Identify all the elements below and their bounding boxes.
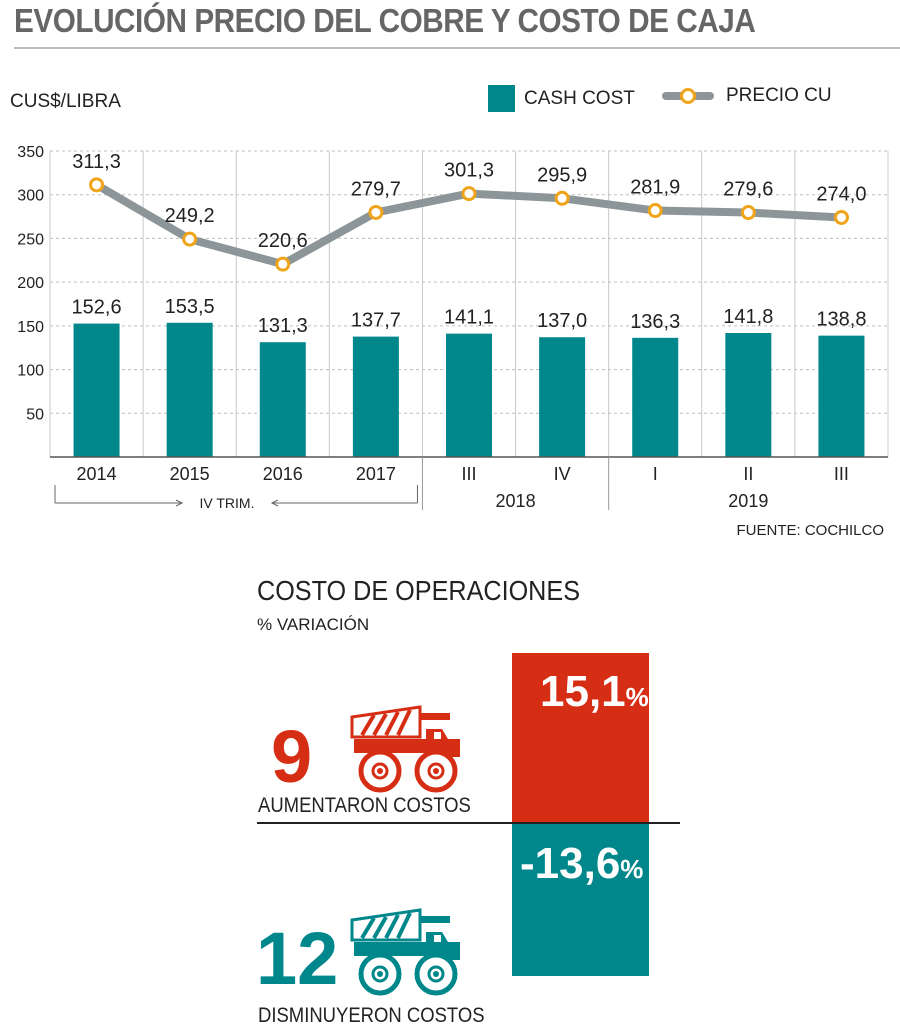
source-note: FUENTE: COCHILCO: [736, 522, 884, 539]
x-tick-label: III: [834, 464, 849, 484]
increase-value-number: 15,1: [540, 667, 626, 716]
chart-title: EVOLUCIÓN PRECIO DEL COBRE Y COSTO DE CA…: [14, 2, 756, 39]
precio-cu-data-label: 311,3: [72, 151, 121, 173]
increase-count: 9: [271, 715, 313, 798]
y-tick-label: 150: [17, 319, 44, 336]
cash-cost-data-label: 131,3: [258, 315, 308, 337]
precio-cu-point: [833, 209, 849, 225]
cash-cost-bar: [352, 336, 399, 457]
cash-cost-data-label: 137,7: [351, 310, 401, 332]
x-tick-label: 2016: [263, 464, 303, 484]
decrease-count: 12: [256, 917, 339, 1000]
x-tick-label: III: [461, 464, 476, 484]
decrease-value-pct: %: [620, 854, 644, 884]
group-label: 2019: [728, 491, 768, 511]
cash-cost-data-label: 152,6: [72, 297, 122, 319]
cash-cost-data-label: 153,5: [165, 296, 215, 318]
legend-cash-cost-label: CASH COST: [524, 87, 635, 109]
y-tick-label: 250: [17, 231, 44, 248]
legend-precio-cu-swatch: [662, 88, 714, 104]
increase-bar: 15,1%: [512, 653, 649, 823]
x-tick-label: 2015: [170, 464, 210, 484]
cash-cost-data-label: 138,8: [816, 309, 866, 331]
decrease-caption: DISMINUYERON COSTOS: [258, 1004, 485, 1027]
y-tick-label: 50: [26, 406, 44, 423]
copper-price-cash-cost-chart: 50 100 150 200 250 300 350 152,6 153,5 131,3 137,7…: [17, 144, 889, 511]
y-tick-label: 200: [17, 275, 44, 292]
increase-caption: AUMENTARON COSTOS: [258, 794, 471, 817]
operations-zero-line: [257, 822, 680, 824]
legend-cash-cost-swatch: [488, 85, 515, 112]
x-tick-label: II: [743, 464, 753, 484]
precio-cu-point: [368, 204, 384, 220]
x-tick-label: 2014: [77, 464, 117, 484]
precio-cu-point: [740, 205, 756, 221]
legend-precio-cu-marker: [680, 88, 696, 104]
precio-cu-point: [275, 256, 291, 272]
operations-subtitle: % VARIACIÓN: [257, 615, 370, 634]
precio-cu-data-label: 295,9: [537, 164, 587, 186]
increase-value-pct: %: [625, 682, 649, 712]
x-tick-label: I: [653, 464, 658, 484]
cash-cost-bar: [725, 333, 772, 457]
cash-cost-bar: [166, 322, 213, 457]
precio-cu-data-label: 274,0: [816, 183, 866, 205]
group-bracket-arrow: [270, 499, 279, 507]
legend-cash-cost: CASH COST: [488, 85, 635, 112]
precio-cu-data-label: 249,2: [165, 205, 215, 227]
precio-cu-data-label: 281,9: [630, 177, 680, 199]
precio-cu-point: [89, 177, 105, 193]
decrease-value-number: -13,6: [520, 839, 621, 888]
cash-cost-data-label: 137,0: [537, 310, 587, 332]
group-label: 2018: [496, 491, 536, 511]
cash-cost-data-label: 141,8: [723, 306, 773, 328]
precio-cu-point: [461, 186, 477, 202]
cash-cost-bar: [73, 323, 120, 457]
legend-precio-cu-label: PRECIO CU: [726, 85, 832, 106]
mining-truck-icon: [350, 705, 460, 793]
precio-cu-point: [182, 231, 198, 247]
precio-cu-point: [554, 190, 570, 206]
y-tick-label: 100: [17, 363, 44, 380]
y-axis-unit-label: CUS$/LIBRA: [10, 91, 121, 112]
title-divider: [14, 47, 900, 49]
group-bracket-arrow: [175, 499, 184, 507]
group-label: IV TRIM.: [200, 495, 255, 511]
y-tick-label: 350: [17, 144, 44, 161]
precio-cu-data-label: 301,3: [444, 160, 494, 182]
cash-cost-bar: [446, 333, 492, 457]
y-tick-label: 300: [17, 188, 44, 205]
cash-cost-bar: [539, 337, 586, 457]
operations-title: COSTO DE OPERACIONES: [257, 575, 581, 606]
cash-cost-bar: [818, 335, 865, 457]
decrease-bar: -13,6%: [512, 823, 649, 976]
cash-cost-bar: [632, 337, 679, 457]
precio-cu-data-label: 279,7: [351, 178, 401, 200]
precio-cu-data-label: 220,6: [258, 230, 308, 252]
x-tick-label: 2017: [356, 464, 396, 484]
increase-value: 15,1%: [540, 667, 649, 717]
mining-truck-icon: [350, 908, 460, 996]
precio-cu-data-label: 279,6: [723, 179, 773, 201]
precio-cu-point: [647, 203, 663, 219]
cash-cost-data-label: 136,3: [630, 311, 680, 333]
cash-cost-data-label: 141,1: [444, 307, 494, 329]
legend-precio-cu: PRECIO CU: [662, 85, 832, 107]
cash-cost-bar: [259, 342, 306, 457]
decrease-value: -13,6%: [520, 839, 643, 889]
x-tick-label: IV: [554, 464, 571, 484]
